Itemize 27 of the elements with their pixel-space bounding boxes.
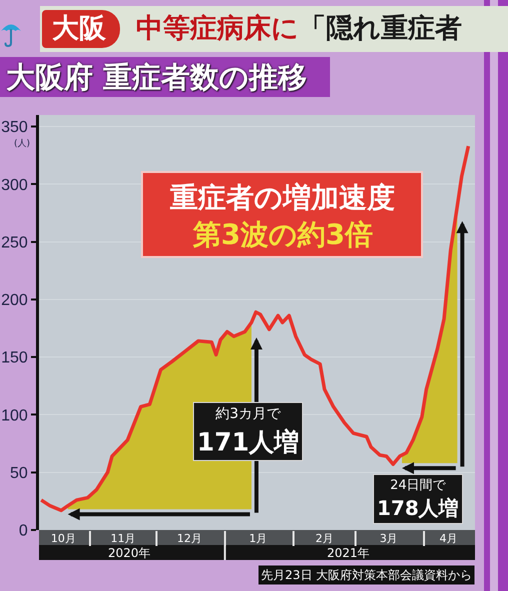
x-tick-label: 2月 xyxy=(316,532,334,545)
x-tick-label: 10月 xyxy=(50,532,76,545)
x-tick-label: 12月 xyxy=(177,532,202,545)
y-tick-label: 350 xyxy=(1,119,28,136)
y-tick-label: 250 xyxy=(1,234,28,252)
annotation: 重症者の増加速度 xyxy=(169,181,395,214)
text: 大阪 xyxy=(42,10,120,48)
text: 先月23日 大阪府対策本部会議資料から xyxy=(261,568,472,582)
annotation: 約3カ月で 171人増 xyxy=(197,406,300,456)
y-tick-label: 150 xyxy=(1,350,28,367)
x-tick-label: 4月 xyxy=(439,532,458,545)
x-tick-label: 1月 xyxy=(249,532,268,545)
y-tick-label: 50 xyxy=(10,464,28,482)
annotation: 第3波の約3倍 xyxy=(192,218,373,251)
y-tick-label: 100 xyxy=(1,407,28,424)
y-tick-label: 300 xyxy=(1,176,28,194)
text: 「隠れ重症者 xyxy=(299,13,462,44)
chart-title: 大阪府 重症者数の推移 xyxy=(6,59,308,96)
x2-tick-label: 2021年 xyxy=(327,546,370,560)
x-tick-label: 11月 xyxy=(110,532,136,545)
y-axis-title: (人) xyxy=(14,138,30,149)
y-tick-label: 200 xyxy=(1,292,28,310)
text: 中等症病床に xyxy=(136,13,299,44)
x2-tick-label: 2020年 xyxy=(108,546,151,560)
y-tick-label: 0 xyxy=(18,522,28,540)
annotation: 24日間で 178人増 xyxy=(377,478,459,520)
x-tick-label: 3月 xyxy=(380,532,398,545)
